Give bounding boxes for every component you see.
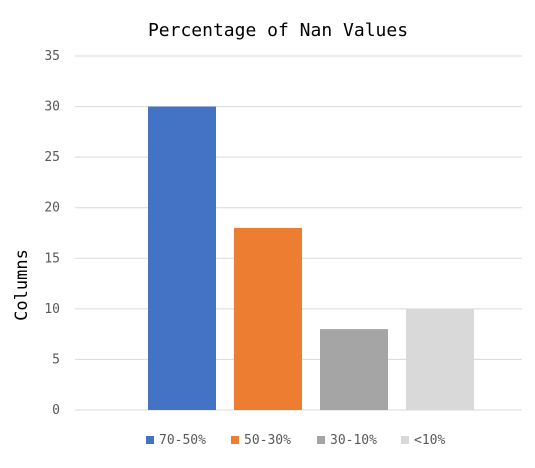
legend: 70-50% 50-30% 30-10% <10%	[146, 433, 445, 448]
bars	[148, 106, 474, 411]
bar-1	[234, 227, 302, 410]
legend-swatch-3	[401, 436, 409, 444]
y-axis-ticks: 0 5 10 15 20 25 30 35	[44, 49, 60, 418]
y-tick-label-4: 20	[44, 201, 60, 216]
legend-swatch-1	[231, 436, 239, 444]
bar-3	[406, 308, 474, 410]
y-tick-label-2: 10	[44, 302, 60, 317]
y-tick-label-1: 5	[52, 352, 60, 367]
legend-swatch-0	[146, 436, 154, 444]
chart-title: Percentage of Nan Values	[148, 20, 408, 41]
y-tick-label-7: 35	[44, 49, 60, 64]
y-tick-label-6: 30	[44, 100, 60, 115]
legend-label-1: 50-30%	[244, 433, 291, 448]
y-tick-label-5: 25	[44, 150, 60, 165]
bar-0	[148, 106, 216, 411]
legend-label-2: 30-10%	[330, 433, 377, 448]
bar-2	[320, 329, 388, 410]
legend-label-0: 70-50%	[159, 433, 206, 448]
y-axis-label: Columns	[12, 249, 32, 321]
legend-label-3: <10%	[414, 433, 445, 448]
y-tick-label-3: 15	[44, 251, 60, 266]
legend-swatch-2	[317, 436, 325, 444]
y-tick-label-0: 0	[52, 403, 60, 418]
